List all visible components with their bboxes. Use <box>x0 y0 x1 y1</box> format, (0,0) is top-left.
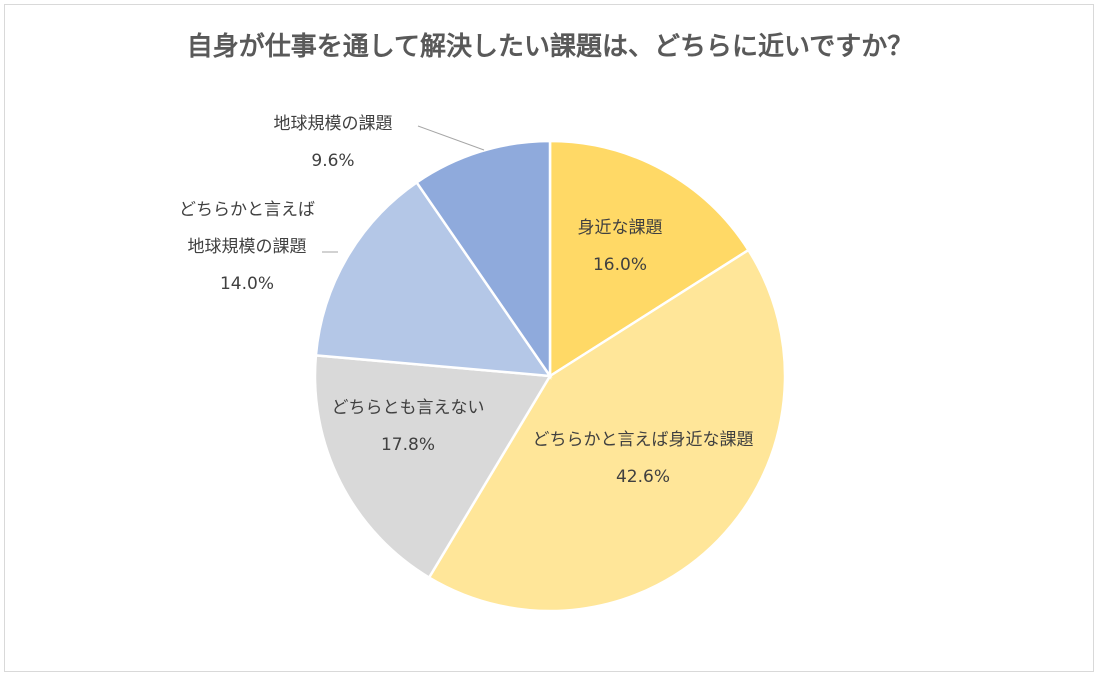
slice-value-label: 9.6% <box>311 151 355 171</box>
slice-value-label: 42.6% <box>615 467 670 487</box>
slice-label-1: どちらかと言えば身近な課題 42.6% <box>533 422 754 496</box>
pie-slice-4 <box>414 139 552 381</box>
slice-label-4: 地球規模の課題 9.6% <box>274 106 393 180</box>
slice-label-0: 身近な課題 16.0% <box>578 210 663 284</box>
leader-line-0 <box>417 125 485 151</box>
slice-label-3: どちらかと言えば 地球規模の課題 14.0% <box>179 192 315 303</box>
slice-label-2: どちらとも言えない 17.8% <box>332 390 485 464</box>
slice-value-label: 17.8% <box>380 435 435 455</box>
slice-label-text: どちらかと言えば <box>179 200 315 220</box>
slice-label-text: 地球規模の課題 <box>187 237 307 257</box>
slice-label-text: どちらとも言えない <box>331 398 485 418</box>
chart-title: 自身が仕事を通して解決したい課題は、どちらに近いですか？ <box>186 32 914 62</box>
chart-frame <box>4 4 1094 672</box>
slice-label-text: 地球規模の課題 <box>273 114 393 134</box>
slice-label-text: 身近な課題 <box>577 218 663 238</box>
pie-slice-3 <box>314 180 553 378</box>
slice-label-text: どちらかと言えば身近な課題 <box>532 430 754 450</box>
pie-slice-0 <box>548 139 751 379</box>
slice-value-label: 16.0% <box>592 255 647 275</box>
pie-slice-2 <box>313 353 553 580</box>
pie-slice-1 <box>427 248 787 613</box>
slice-value-label: 14.0% <box>219 274 274 294</box>
